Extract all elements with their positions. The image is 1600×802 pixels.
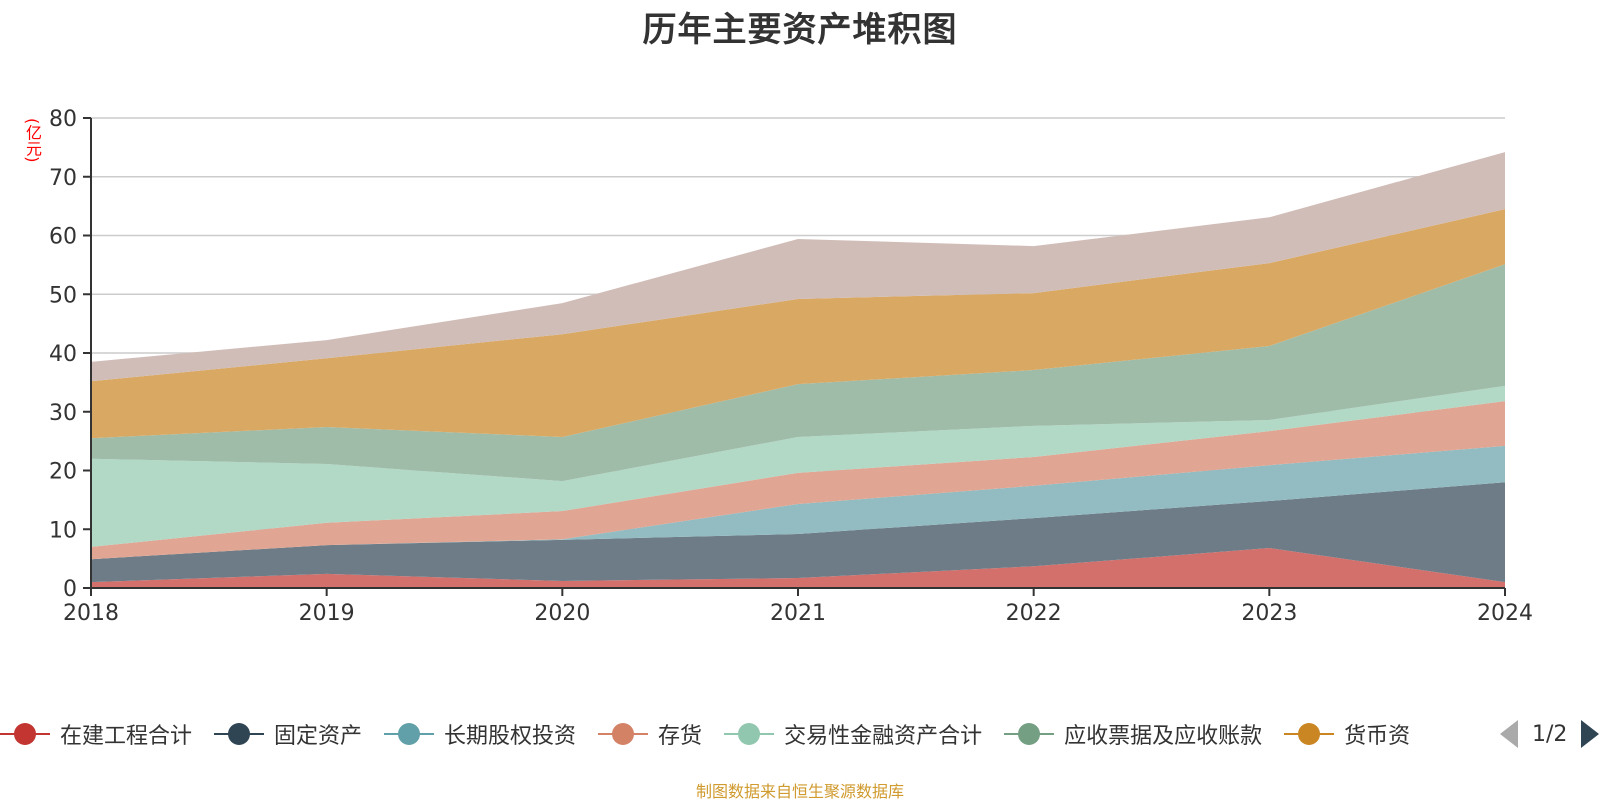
legend-item[interactable]: 货币资 xyxy=(1284,718,1410,750)
area-series-0[interactable] xyxy=(91,548,1505,588)
y-tick-label: 40 xyxy=(49,342,77,367)
legend-item[interactable]: 存货 xyxy=(598,718,702,750)
legend-label: 在建工程合计 xyxy=(60,724,193,749)
legend-pager: 1/2 xyxy=(1500,718,1600,750)
y-tick-label: 10 xyxy=(49,518,77,543)
y-tick-label: 80 xyxy=(49,107,77,132)
area-series-3[interactable] xyxy=(91,401,1505,560)
y-tick-label: 70 xyxy=(49,166,77,191)
y-tick-label: 30 xyxy=(49,401,77,426)
x-tick-label: 2018 xyxy=(63,601,119,626)
legend-label: 货币资 xyxy=(1344,724,1411,749)
triangle-right-icon[interactable] xyxy=(1581,720,1600,748)
data-source-note: 制图数据来自恒生聚源数据库 xyxy=(695,782,904,801)
y-tick-label: 0 xyxy=(63,577,77,602)
legend-marker-icon xyxy=(214,722,265,746)
legend-item[interactable]: 应收票据及应收账款 xyxy=(1004,718,1262,750)
legend-item[interactable]: 在建工程合计 xyxy=(0,718,192,750)
x-tick-label: 2022 xyxy=(1006,601,1062,626)
legend-marker-icon xyxy=(598,722,649,746)
x-tick-label: 2019 xyxy=(299,601,355,626)
legend-marker-icon xyxy=(724,722,775,746)
area-series-1[interactable] xyxy=(91,482,1505,583)
area-series-4[interactable] xyxy=(91,385,1505,547)
area-series-5[interactable] xyxy=(91,264,1505,482)
x-tick-label: 2024 xyxy=(1477,601,1533,626)
chart-title: 历年主要资产堆积图 xyxy=(642,10,958,50)
y-axis-unit-label: (亿元) xyxy=(23,118,42,163)
legend-label: 固定资产 xyxy=(274,724,363,749)
legend: 在建工程合计 固定资产 长期股权投资 存货 交易性金融资产合计 应收票据及应收账款 货币资 xyxy=(0,718,1432,750)
axes: 0 10 20 30 40 50 60 70 80 2018 2019 2020 2021 2022 202… xyxy=(49,107,1533,626)
area-series-7[interactable] xyxy=(91,152,1505,382)
legend-label: 交易性金融资产合计 xyxy=(784,724,983,749)
stacked-area-chart: 0 10 20 30 40 50 60 70 80 2018 2019 2020 2021 2022 202… xyxy=(49,107,1533,626)
triangle-left-icon[interactable] xyxy=(1500,720,1518,748)
y-tick-label: 60 xyxy=(49,225,77,250)
legend-label: 应收票据及应收账款 xyxy=(1064,724,1263,749)
legend-label: 长期股权投资 xyxy=(444,724,577,749)
x-tick-label: 2020 xyxy=(534,601,590,626)
legend-page-indicator: 1/2 xyxy=(1532,721,1568,747)
area-series-6[interactable] xyxy=(91,209,1505,439)
y-tick-label: 20 xyxy=(49,460,77,485)
legend-marker-icon xyxy=(1004,722,1055,746)
legend-marker-icon xyxy=(384,722,435,746)
legend-marker-icon xyxy=(0,722,50,746)
legend-item[interactable]: 交易性金融资产合计 xyxy=(724,718,982,750)
area-series-2[interactable] xyxy=(91,445,1505,560)
legend-item[interactable]: 固定资产 xyxy=(214,718,362,750)
area-series-group xyxy=(91,152,1505,588)
legend-item[interactable]: 长期股权投资 xyxy=(384,718,576,750)
x-tick-label: 2023 xyxy=(1241,601,1297,626)
legend-marker-icon xyxy=(1284,722,1335,746)
legend-label: 存货 xyxy=(658,724,703,749)
x-tick-label: 2021 xyxy=(770,601,826,626)
y-tick-label: 50 xyxy=(49,283,77,308)
